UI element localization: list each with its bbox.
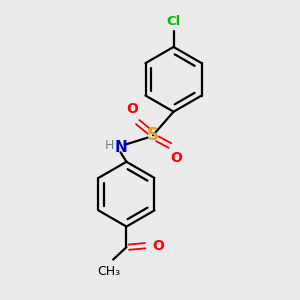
Text: O: O bbox=[126, 101, 138, 116]
Text: S: S bbox=[147, 126, 159, 144]
Text: O: O bbox=[152, 239, 164, 253]
Text: N: N bbox=[114, 140, 127, 154]
Text: O: O bbox=[170, 152, 182, 166]
Text: H: H bbox=[105, 139, 114, 152]
Text: Cl: Cl bbox=[167, 15, 181, 28]
Text: CH₃: CH₃ bbox=[97, 266, 120, 278]
